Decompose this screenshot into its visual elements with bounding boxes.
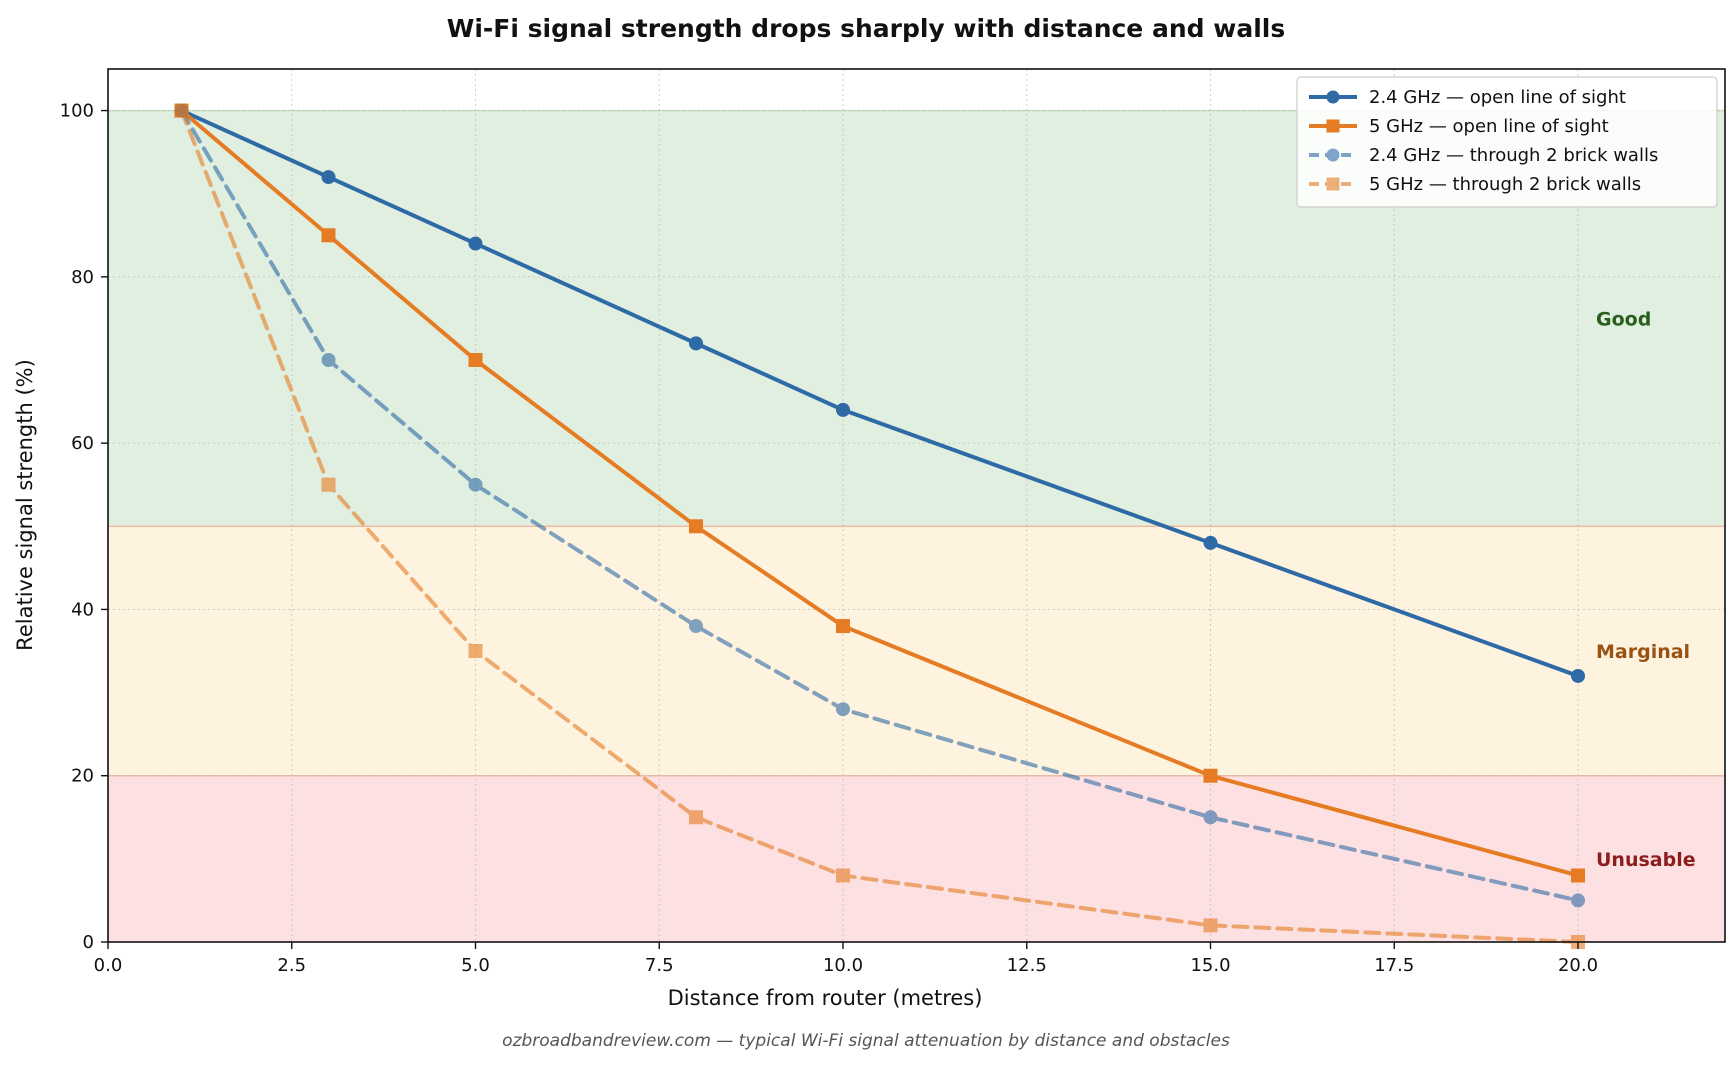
zones-layer: [108, 109, 1725, 942]
data-point: [1203, 768, 1218, 783]
x-tick-label: 15.0: [1190, 955, 1230, 976]
y-tick-label: 40: [71, 599, 94, 620]
plot-frame: [107, 68, 1726, 943]
legend-swatch-marker: [1326, 148, 1340, 162]
data-point: [689, 810, 703, 825]
data-point: [321, 353, 336, 367]
data-point: [468, 236, 483, 251]
legend-entry-2: [1309, 148, 1357, 162]
data-point: [1203, 535, 1218, 550]
zone-label-marginal: Marginal: [1596, 641, 1690, 663]
x-tick-label: 5.0: [461, 955, 490, 976]
legend-label: 5 GHz — open line of sight: [1369, 116, 1609, 137]
y-axis-label: Relative signal strength (%): [13, 359, 37, 651]
data-point: [468, 477, 483, 492]
legend: 2.4 GHz — open line of sight 5 GHz — open…: [1296, 76, 1718, 208]
y-tick-label: 80: [71, 267, 94, 288]
x-tick-label: 2.5: [277, 955, 306, 976]
data-point: [1571, 893, 1585, 908]
x-tick-label: 12.5: [1007, 955, 1047, 976]
data-point: [1203, 810, 1218, 825]
legend-swatch-marker: [1326, 119, 1340, 133]
x-tick-label: 10.0: [823, 955, 863, 976]
data-point: [321, 477, 336, 492]
footer-source-note: ozbroadbandreview.com — typical Wi-Fi si…: [502, 1031, 1230, 1051]
data-point: [468, 644, 483, 658]
legend-swatch-marker: [1326, 177, 1340, 191]
data-point: [321, 228, 336, 243]
data-point: [1571, 868, 1585, 883]
data-point: [689, 519, 703, 534]
legend-entry-0: [1309, 90, 1357, 104]
data-point: [836, 868, 850, 883]
legend-label: 5 GHz — through 2 brick walls: [1369, 174, 1641, 195]
chart-title: Wi-Fi signal strength drops sharply with…: [447, 14, 1285, 43]
x-tick-label: 7.5: [645, 955, 674, 976]
zone-labels-layer: Good Marginal Unusable: [1596, 308, 1696, 870]
data-point: [689, 619, 703, 634]
y-tick-label: 60: [71, 433, 94, 454]
ticks-layer: 0.0 2.5 5.0 7.5 10.0 12.5 15.0 17.5 20.0 0 20 40 60 8…: [60, 101, 1598, 976]
zone-band-marginal: [108, 526, 1725, 776]
grid-layer: [108, 69, 1725, 942]
x-tick-label: 20.0: [1558, 955, 1598, 976]
data-point: [468, 353, 483, 367]
legend-entry-1: [1309, 119, 1357, 133]
data-point: [689, 336, 703, 351]
x-axis-label: Distance from router (metres): [668, 986, 983, 1010]
zone-label-unusable: Unusable: [1596, 849, 1696, 871]
y-tick-label: 100: [60, 101, 94, 122]
x-tick-label: 0.0: [94, 955, 123, 976]
y-tick-label: 20: [71, 766, 94, 787]
legend-label: 2.4 GHz — open line of sight: [1369, 87, 1626, 108]
y-tick-label: 0: [83, 932, 94, 953]
data-point: [1571, 668, 1585, 683]
legend-label: 2.4 GHz — through 2 brick walls: [1369, 145, 1658, 166]
data-point: [836, 402, 850, 417]
legend-entry-3: [1309, 177, 1357, 191]
data-point: [174, 103, 189, 118]
legend-box: [1296, 76, 1718, 208]
data-point: [1203, 918, 1218, 933]
zone-band-unusable: [108, 775, 1725, 942]
legend-swatch-marker: [1326, 90, 1340, 104]
data-point: [836, 702, 850, 717]
data-point: [836, 619, 850, 634]
series-layer: [174, 103, 1585, 949]
data-point: [321, 170, 336, 185]
zone-label-good: Good: [1596, 308, 1651, 330]
x-tick-label: 17.5: [1374, 955, 1414, 976]
